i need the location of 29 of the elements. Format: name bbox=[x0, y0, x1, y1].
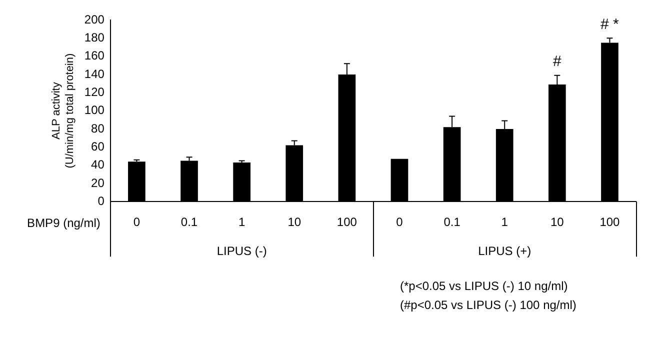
x-tick-label: 0.1 bbox=[444, 215, 461, 230]
y-tick-label: 160 bbox=[84, 48, 105, 63]
text: LIPUS (-) bbox=[216, 244, 267, 258]
x-tick-label: 0 bbox=[133, 215, 140, 230]
x-tick-label: 0.1 bbox=[180, 215, 198, 230]
x-tick-label: 1 bbox=[238, 215, 246, 230]
y-tick-label: 200 bbox=[84, 12, 105, 26]
x-tick-label: 1 bbox=[501, 215, 508, 230]
x-tick-label: 10 bbox=[550, 215, 564, 230]
y-tick-label: 180 bbox=[84, 30, 105, 44]
y-tick-label: 40 bbox=[91, 158, 105, 172]
text: LIPUS (+) bbox=[478, 244, 532, 258]
y-tick-label: 80 bbox=[91, 121, 105, 136]
data-label: # * bbox=[600, 16, 620, 33]
y-tick-label: 140 bbox=[84, 66, 105, 81]
text: (#p<0.05 vs LIPUS (-) 100 ng/ml) bbox=[400, 298, 576, 312]
y-tick-label: 120 bbox=[84, 84, 105, 99]
y-axis-title: ALP activity (U/min/mg total protein) bbox=[50, 53, 76, 168]
data-label: # bbox=[552, 53, 562, 70]
y-tick-label: 100 bbox=[84, 103, 105, 118]
x-tick-label: 100 bbox=[336, 215, 358, 230]
x-tick-label: 0 bbox=[396, 215, 404, 230]
x-tick-label: 10 bbox=[288, 215, 302, 230]
text: (*p<0.05 vs LIPUS (-) 10 ng/ml) bbox=[400, 278, 568, 293]
x-tick-label: 100 bbox=[600, 215, 620, 230]
y-tick-label: 0 bbox=[98, 194, 105, 208]
y-tick-label: 60 bbox=[91, 139, 105, 154]
y-tick-label: 20 bbox=[91, 176, 105, 190]
x-axis-title: BMP9 (ng/ml) bbox=[27, 216, 100, 230]
